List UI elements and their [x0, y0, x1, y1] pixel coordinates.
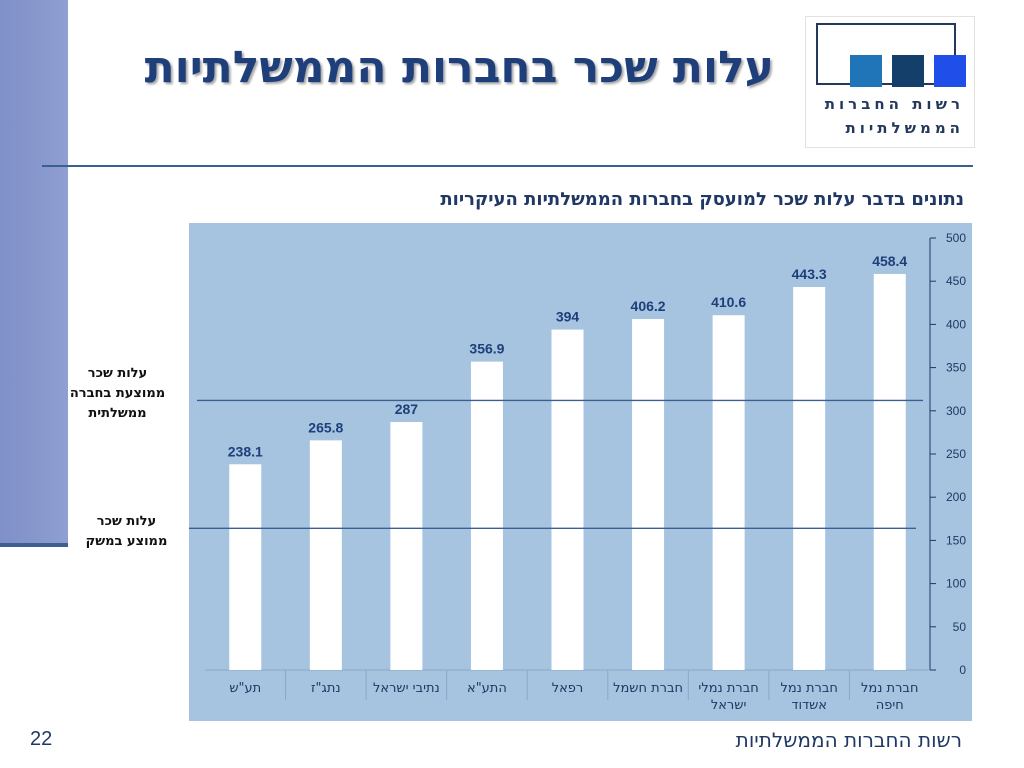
bar: [793, 286, 826, 670]
bar-value-label: 406.2: [631, 298, 666, 314]
y-tick-label: 250: [946, 447, 966, 461]
logo: רשות החברות הממשלתיות: [805, 16, 975, 148]
bar: [390, 422, 423, 670]
page-number: 22: [30, 728, 53, 750]
side-accent-bar: [0, 0, 68, 545]
y-tick-label: 150: [946, 533, 966, 547]
x-tick-label: התע"א: [467, 681, 507, 696]
logo-text-line1: רשות החברות: [824, 95, 964, 113]
bar-value-label: 265.8: [308, 419, 343, 435]
bar-value-label: 238.1: [228, 443, 263, 459]
y-tick-label: 400: [946, 317, 966, 331]
bar: [873, 273, 906, 670]
y-tick-label: 300: [946, 404, 966, 418]
logo-text-line2: הממשלתיות: [845, 119, 964, 137]
slide-title: עלות שכר בחברות הממשלתיות: [144, 42, 774, 93]
y-tick-label: 500: [946, 231, 966, 245]
gov-avg-label-line2: ממוצעת בחברה: [69, 386, 166, 401]
bar-value-label: 394: [556, 309, 580, 325]
bar: [470, 361, 503, 670]
logo-frame: [816, 23, 956, 85]
bar: [551, 329, 584, 670]
economy-avg-label-line1: עלות שכר: [96, 514, 157, 529]
footer-org-name: רשות החברות הממשלתיות: [735, 728, 962, 752]
economy-avg-label: עלות שכר ממוצע במשק: [64, 512, 189, 552]
bar-value-label: 356.9: [469, 341, 504, 357]
x-tick-label: חברת נמלי: [698, 681, 758, 696]
y-tick-label: 100: [946, 577, 966, 591]
x-tick-label: חברת נמל: [780, 681, 837, 696]
bar: [229, 464, 262, 670]
x-tick-label: נתיבי ישראל: [373, 681, 440, 696]
bar-value-label: 410.6: [711, 294, 746, 310]
gov-avg-label-line3: ממשלתית: [88, 406, 147, 421]
y-tick-label: 0: [959, 663, 966, 677]
gov-avg-label: עלות שכר ממוצעת בחברה ממשלתית: [55, 364, 180, 424]
logo-square-2: [892, 55, 924, 87]
y-tick-label: 200: [946, 490, 966, 504]
bar-value-label: 287: [395, 401, 419, 417]
x-tick-label: רפאל: [552, 681, 584, 696]
gov-avg-label-line1: עלות שכר: [87, 366, 148, 381]
bar: [632, 319, 665, 670]
economy-avg-label-line2: ממוצע במשק: [85, 534, 168, 549]
bar: [712, 315, 745, 670]
x-tick-label: אשדוד: [791, 698, 827, 713]
y-tick-label: 50: [953, 620, 967, 634]
logo-square-1: [850, 55, 882, 87]
x-tick-label: חברת חשמל: [613, 681, 683, 696]
x-tick-label: חיפה: [876, 698, 904, 713]
y-tick-label: 450: [946, 274, 966, 288]
chart-subtitle: נתונים בדבר עלות שכר למועסק בחברות הממשל…: [440, 189, 964, 210]
title-divider: [42, 165, 973, 167]
x-tick-label: ישראל: [711, 698, 747, 713]
logo-square-3: [934, 55, 966, 87]
bar: [309, 440, 342, 670]
bar-value-label: 443.3: [792, 266, 827, 282]
x-tick-label: נתג"ז: [311, 681, 341, 696]
bar-value-label: 458.4: [872, 253, 907, 269]
x-tick-label: חברת נמל: [861, 681, 918, 696]
side-accent-base: [0, 543, 68, 547]
x-tick-label: תע"ש: [229, 681, 261, 696]
y-tick-label: 350: [946, 361, 966, 375]
